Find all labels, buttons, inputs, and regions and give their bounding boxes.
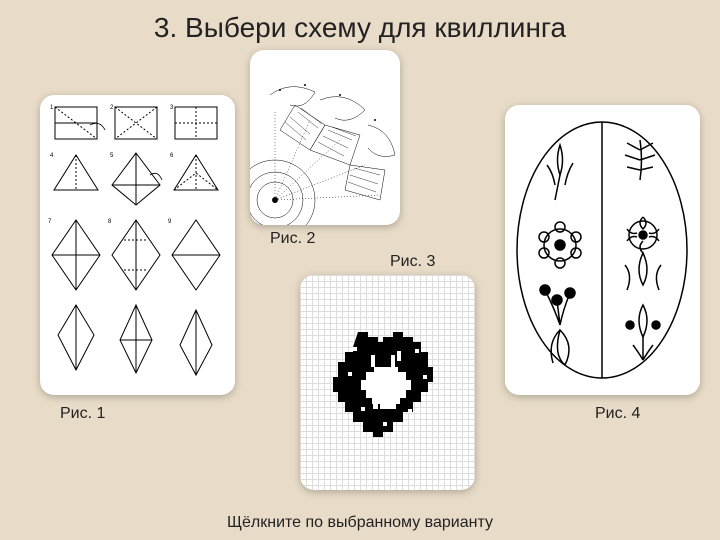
- heart-icon: [323, 327, 453, 447]
- lace-pattern: [250, 50, 400, 225]
- figure-3-label: Рис. 3: [390, 253, 435, 271]
- option-figure-4[interactable]: [505, 105, 700, 395]
- figure-1-label: Рис. 1: [60, 405, 105, 423]
- svg-text:4: 4: [50, 153, 54, 159]
- svg-text:9: 9: [168, 219, 172, 225]
- svg-text:5: 5: [110, 153, 114, 159]
- svg-text:1: 1: [50, 105, 54, 111]
- svg-text:3: 3: [170, 105, 174, 111]
- svg-text:7: 7: [48, 219, 52, 225]
- option-figure-1[interactable]: 1 2 3 4 5 6 7 8 9: [40, 95, 235, 395]
- cross-stitch-grid: [300, 275, 475, 490]
- svg-text:6: 6: [170, 153, 174, 159]
- origami-diagram: 1 2 3 4 5 6 7 8 9: [40, 95, 235, 395]
- svg-text:2: 2: [110, 105, 114, 111]
- option-figure-3[interactable]: [300, 275, 475, 490]
- instruction-text: Щёлкните по выбранному варианту: [0, 514, 720, 532]
- figure-2-label: Рис. 2: [270, 230, 315, 248]
- figure-4-label: Рис. 4: [595, 405, 640, 423]
- egg-floral: [505, 105, 700, 395]
- option-figure-2[interactable]: [250, 50, 400, 225]
- svg-text:8: 8: [108, 219, 112, 225]
- page-title: 3. Выбери схему для квиллинга: [0, 12, 720, 44]
